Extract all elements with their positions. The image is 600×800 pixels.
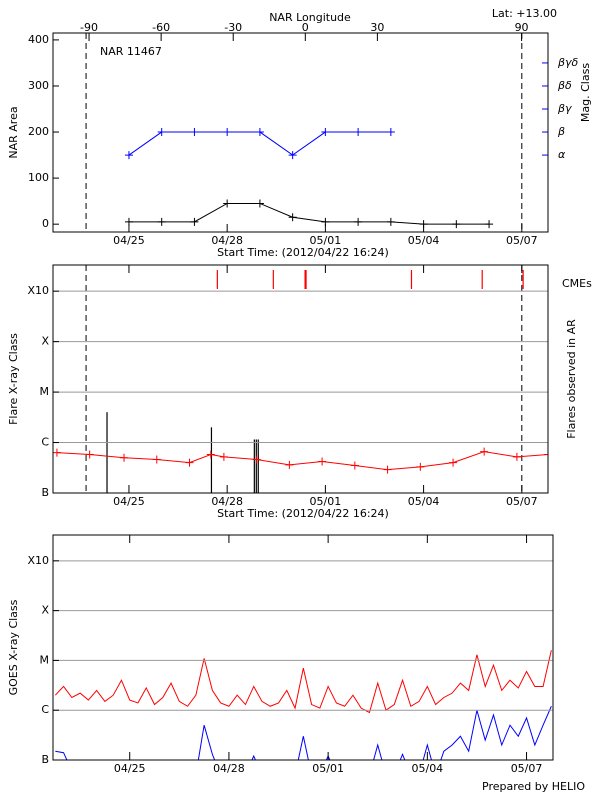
panel-title: NAR 11467 bbox=[100, 45, 162, 58]
x-tick-label: 05/07 bbox=[506, 495, 538, 508]
y2-axis-title: Flares observed in AR bbox=[565, 319, 578, 439]
y2-tick-label: α bbox=[558, 148, 566, 161]
y-tick-label: C bbox=[41, 436, 49, 449]
x2-tick-label: -90 bbox=[80, 21, 98, 34]
plot-frame bbox=[52, 534, 554, 761]
point-marker bbox=[480, 447, 489, 456]
y-tick-label: M bbox=[40, 653, 50, 666]
x-tick-label: 05/07 bbox=[506, 234, 538, 247]
x-tick-label: 05/01 bbox=[312, 762, 344, 775]
y2-tick-label: βγ bbox=[557, 102, 572, 115]
series-line bbox=[55, 706, 552, 760]
y-tick-label: 100 bbox=[28, 171, 49, 184]
point-marker bbox=[124, 151, 133, 160]
point-marker bbox=[544, 450, 548, 459]
y-tick-label: X bbox=[41, 335, 49, 348]
point-marker bbox=[416, 462, 425, 471]
point-marker bbox=[350, 461, 359, 470]
y-tick-label: 300 bbox=[28, 79, 49, 92]
x-tick-label: 05/01 bbox=[310, 495, 342, 508]
point-marker bbox=[449, 458, 458, 467]
x-tick-label: 05/07 bbox=[511, 762, 543, 775]
y2-tick-label: β bbox=[557, 125, 565, 138]
y-tick-label: 0 bbox=[42, 217, 49, 230]
plot-area bbox=[53, 265, 548, 493]
point-marker bbox=[452, 220, 461, 229]
point-marker bbox=[223, 199, 232, 208]
y-axis-title: Flare X-ray Class bbox=[7, 333, 20, 425]
point-marker bbox=[185, 458, 194, 467]
point-marker bbox=[255, 128, 264, 137]
y-tick-label: B bbox=[41, 753, 49, 766]
series-line bbox=[54, 650, 552, 714]
point-marker bbox=[120, 453, 129, 462]
point-marker bbox=[288, 213, 297, 222]
point-marker bbox=[512, 452, 521, 461]
point-marker bbox=[157, 128, 166, 137]
point-marker bbox=[318, 457, 327, 466]
annotation: Prepared by HELIO bbox=[482, 780, 585, 793]
x-axis-title: Start Time: (2012/04/22 16:24) bbox=[217, 507, 389, 520]
x2-tick-label: 0 bbox=[302, 21, 309, 34]
plot-area bbox=[54, 650, 552, 760]
x-tick-label: 04/28 bbox=[211, 234, 243, 247]
plot-area bbox=[85, 33, 523, 232]
y-tick-label: 200 bbox=[28, 125, 49, 138]
x2-tick-label: 30 bbox=[370, 21, 384, 34]
point-marker bbox=[485, 220, 494, 229]
point-marker bbox=[190, 128, 199, 137]
x2-tick-label: -30 bbox=[224, 21, 242, 34]
y2-tick-label: βδ bbox=[557, 79, 572, 92]
y-tick-label: C bbox=[41, 703, 49, 716]
point-marker bbox=[255, 199, 264, 208]
point-marker bbox=[386, 217, 395, 226]
x-tick-label: 04/25 bbox=[113, 234, 145, 247]
point-marker bbox=[206, 450, 215, 459]
x-tick-label: 05/04 bbox=[408, 495, 440, 508]
x-tick-label: 04/25 bbox=[113, 495, 145, 508]
y2-tick-label: βγδ bbox=[557, 56, 579, 69]
point-marker bbox=[157, 217, 166, 226]
x2-axis-title: NAR Longitude bbox=[269, 11, 351, 24]
point-marker bbox=[53, 448, 61, 457]
point-marker bbox=[386, 128, 395, 137]
plot-frame bbox=[52, 264, 549, 494]
x-tick-label: 05/04 bbox=[411, 762, 443, 775]
point-marker bbox=[383, 465, 392, 474]
x-axis-title: Start Time: (2012/04/22 16:24) bbox=[217, 246, 389, 259]
x-tick-label: 04/25 bbox=[114, 762, 146, 775]
x-tick-label: 05/01 bbox=[310, 234, 342, 247]
x-tick-label: 04/28 bbox=[213, 762, 245, 775]
point-marker bbox=[354, 217, 363, 226]
y-axis-title: NAR Area bbox=[7, 106, 20, 158]
cme-label: CMEs bbox=[562, 277, 592, 290]
x2-tick-label: -60 bbox=[152, 21, 170, 34]
y-axis-title: GOES X-ray Class bbox=[7, 599, 20, 695]
point-marker bbox=[252, 455, 261, 464]
subtitle: Lat: +13.00 bbox=[492, 7, 557, 20]
y-tick-label: M bbox=[40, 385, 50, 398]
y-tick-label: X10 bbox=[27, 284, 49, 297]
series-line bbox=[56, 451, 548, 471]
x2-tick-label: 90 bbox=[515, 21, 529, 34]
y2-axis-title: Mag. Class bbox=[579, 63, 592, 122]
y-tick-label: 400 bbox=[28, 33, 49, 46]
point-marker bbox=[288, 151, 297, 160]
point-marker bbox=[152, 455, 161, 464]
y-tick-label: B bbox=[41, 486, 49, 499]
x-tick-label: 04/28 bbox=[211, 495, 243, 508]
point-marker bbox=[285, 460, 294, 469]
point-marker bbox=[321, 128, 330, 137]
x-tick-label: 05/04 bbox=[408, 234, 440, 247]
plot-frame bbox=[52, 32, 549, 233]
point-marker bbox=[354, 128, 363, 137]
point-marker bbox=[219, 452, 228, 461]
point-marker bbox=[223, 128, 232, 137]
y-tick-label: X bbox=[41, 604, 49, 617]
y-tick-label: X10 bbox=[27, 554, 49, 567]
point-marker bbox=[85, 450, 94, 459]
series-line bbox=[128, 202, 490, 225]
point-marker bbox=[190, 217, 199, 226]
